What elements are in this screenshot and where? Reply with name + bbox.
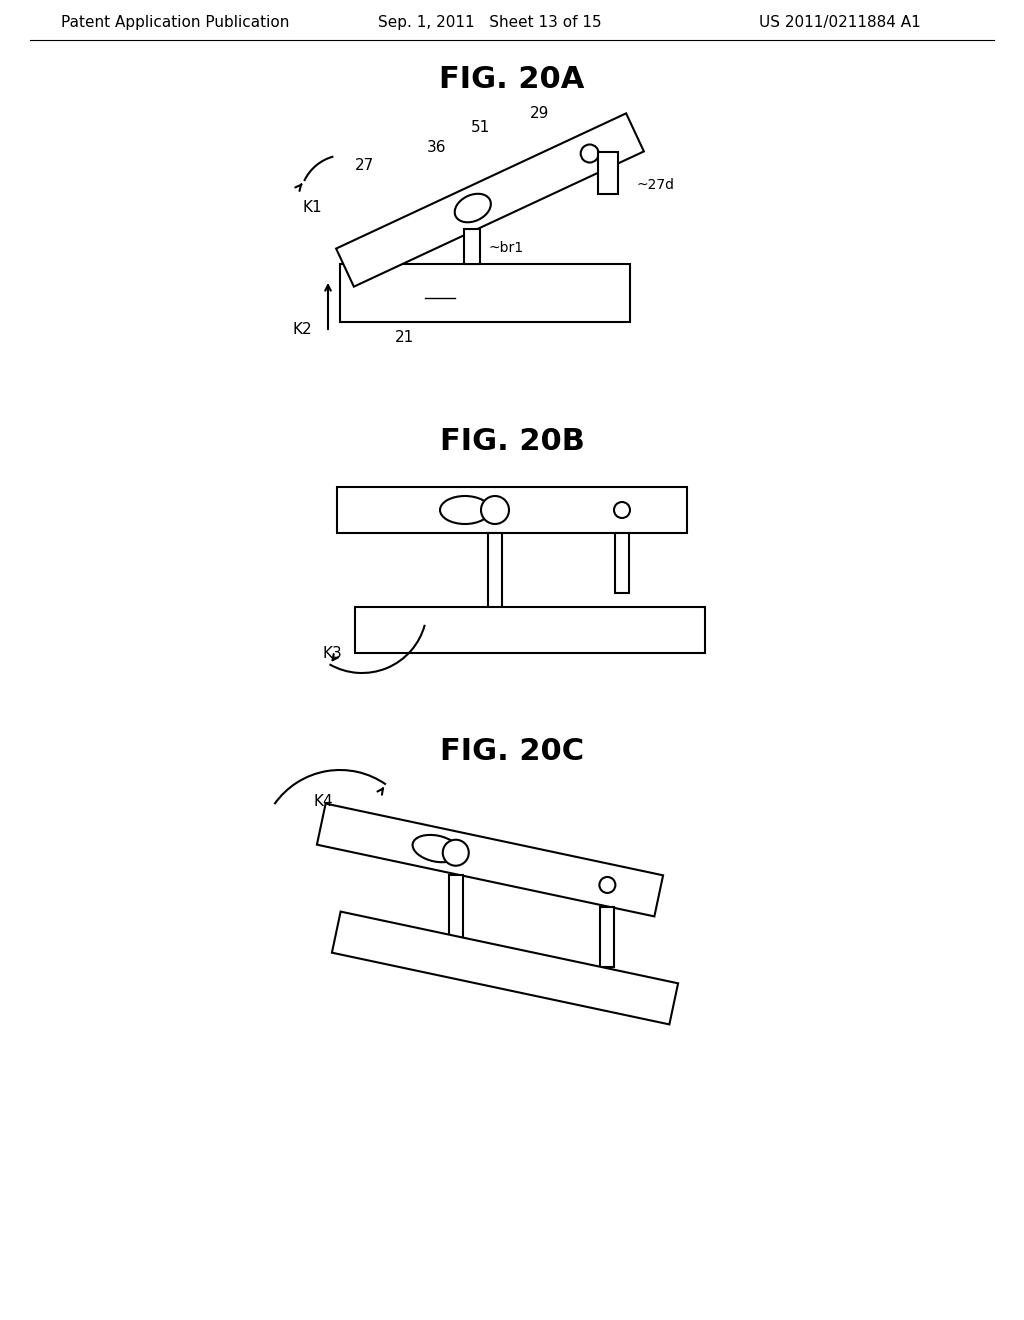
- Polygon shape: [316, 804, 664, 916]
- Bar: [337, 487, 687, 533]
- Text: K1: K1: [302, 199, 322, 214]
- Text: US 2011/0211884 A1: US 2011/0211884 A1: [759, 16, 921, 30]
- Circle shape: [581, 144, 599, 162]
- Text: 51: 51: [470, 120, 489, 136]
- Bar: [340, 264, 630, 322]
- Polygon shape: [598, 152, 618, 194]
- Text: ~br1: ~br1: [488, 242, 523, 255]
- Ellipse shape: [455, 194, 490, 222]
- Text: K2: K2: [293, 322, 312, 338]
- Circle shape: [442, 840, 469, 866]
- Circle shape: [481, 496, 509, 524]
- Text: ~27d: ~27d: [636, 178, 674, 191]
- Text: K3: K3: [323, 647, 342, 661]
- Text: 29: 29: [530, 106, 550, 120]
- Text: 21: 21: [395, 330, 415, 346]
- Bar: [449, 875, 463, 948]
- Text: Sep. 1, 2011   Sheet 13 of 15: Sep. 1, 2011 Sheet 13 of 15: [378, 16, 602, 30]
- Ellipse shape: [413, 836, 460, 862]
- Text: FIG. 20A: FIG. 20A: [439, 66, 585, 95]
- Bar: [464, 230, 480, 264]
- Circle shape: [614, 502, 630, 517]
- Bar: [355, 607, 705, 653]
- Text: 36: 36: [427, 140, 446, 156]
- Text: 27: 27: [355, 157, 375, 173]
- Text: FIG. 20B: FIG. 20B: [439, 428, 585, 457]
- Ellipse shape: [440, 496, 490, 524]
- Text: FIG. 20C: FIG. 20C: [440, 738, 584, 767]
- Text: K4: K4: [313, 795, 333, 809]
- Text: Patent Application Publication: Patent Application Publication: [60, 16, 289, 30]
- Polygon shape: [336, 114, 644, 286]
- Bar: [615, 533, 629, 593]
- Polygon shape: [332, 912, 678, 1024]
- Circle shape: [599, 876, 615, 892]
- Bar: [600, 907, 614, 968]
- Bar: [488, 533, 502, 609]
